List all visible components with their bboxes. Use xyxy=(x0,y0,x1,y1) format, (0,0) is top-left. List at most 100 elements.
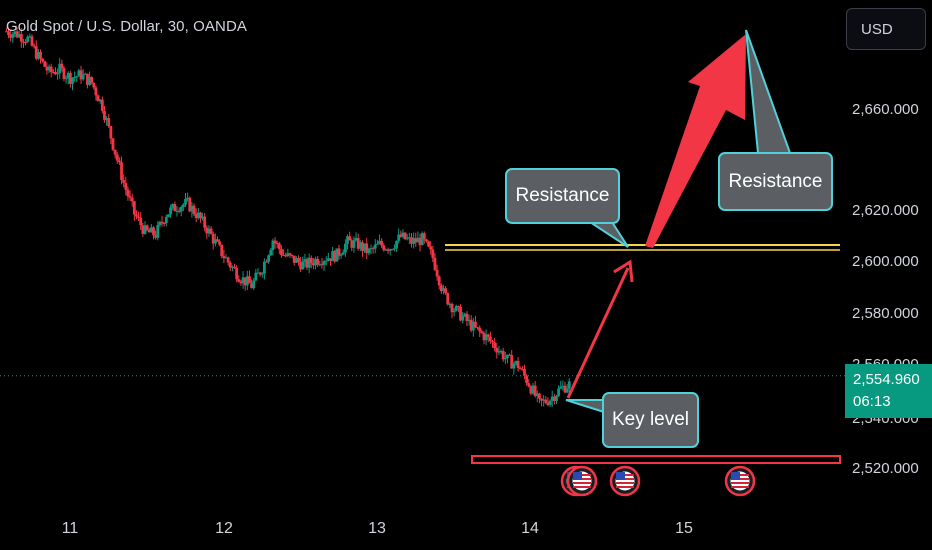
candle-body xyxy=(194,214,198,219)
flag-stripe xyxy=(616,482,634,484)
candle-body xyxy=(271,240,275,251)
candle-body xyxy=(60,63,64,69)
candle-body xyxy=(557,388,561,396)
candle-body xyxy=(13,31,17,34)
candle-body xyxy=(329,258,332,262)
candle-body xyxy=(486,334,490,337)
candle-body xyxy=(535,393,539,397)
candle-body xyxy=(495,347,499,353)
candle-body xyxy=(550,396,554,401)
candle-body xyxy=(431,249,435,258)
candle-body xyxy=(555,395,558,401)
y-axis-tick-label: 2,600.000 xyxy=(852,253,919,270)
resistance-callout-1[interactable]: Resistance xyxy=(505,168,620,224)
candle-body xyxy=(54,71,57,75)
candle-body xyxy=(192,205,196,215)
y-axis-tick-label: 2,580.000 xyxy=(852,305,919,322)
candle-body xyxy=(282,254,285,256)
candle-body xyxy=(331,251,335,262)
candle-body xyxy=(520,369,524,371)
y-axis-tick-label: 2,520.000 xyxy=(852,460,919,477)
candle-body xyxy=(386,249,390,251)
candle-body xyxy=(245,276,249,286)
candle-body xyxy=(233,266,236,269)
candle-body xyxy=(141,225,145,234)
candle-body xyxy=(454,306,458,311)
candle-body xyxy=(463,313,467,317)
candle-body xyxy=(523,369,526,376)
candle-body xyxy=(531,385,535,394)
candle-body xyxy=(277,243,281,250)
candle-body xyxy=(58,63,62,74)
candle-body xyxy=(305,259,309,268)
candle-body xyxy=(461,316,465,321)
candle-body xyxy=(228,262,232,268)
flag-stripe xyxy=(573,486,591,488)
flag-stripe xyxy=(731,486,749,488)
candle-body xyxy=(435,269,439,277)
candle-body xyxy=(378,240,381,244)
candle-body xyxy=(36,52,40,59)
candle-body xyxy=(375,243,379,245)
candle-body xyxy=(239,281,243,284)
candle-body xyxy=(92,82,96,88)
candle-body xyxy=(420,233,424,246)
candle-body xyxy=(518,368,522,370)
candle-body xyxy=(248,276,251,284)
candle-body xyxy=(88,76,91,85)
candle-body xyxy=(156,224,160,238)
candle-body xyxy=(341,252,345,255)
candle-body xyxy=(222,256,226,258)
flag-canton xyxy=(731,472,740,480)
candle-body xyxy=(476,327,479,329)
candle-body xyxy=(427,241,430,247)
candle-body xyxy=(337,248,341,256)
resistance-callout-2[interactable]: Resistance xyxy=(718,152,833,211)
candle-body xyxy=(188,197,192,212)
x-axis-tick-label: 13 xyxy=(368,520,386,537)
candle-body xyxy=(132,201,136,215)
candle-body xyxy=(437,276,441,286)
candle-body xyxy=(105,118,109,120)
candle-body xyxy=(301,261,305,270)
candle-body xyxy=(113,149,117,155)
candle-body xyxy=(250,283,253,289)
candle-body xyxy=(32,45,36,47)
candle-body xyxy=(43,61,47,67)
candle-body xyxy=(118,160,121,163)
candle-body xyxy=(9,35,13,38)
candle-body xyxy=(344,243,347,253)
candle-body xyxy=(19,34,23,42)
key-level-callout[interactable]: Key level xyxy=(602,392,699,448)
candle-body xyxy=(540,398,543,401)
candle-body xyxy=(348,236,352,241)
candle-body xyxy=(252,280,256,289)
candle-body xyxy=(220,244,224,257)
candle-body xyxy=(499,350,503,352)
projection-arrow xyxy=(566,267,630,399)
candle-body xyxy=(284,255,288,257)
candle-body xyxy=(335,248,339,262)
us-flag-event-icon xyxy=(724,465,756,497)
candle-body xyxy=(297,258,300,263)
currency-selector-button[interactable]: USD xyxy=(846,8,926,50)
chart-title: Gold Spot / U.S. Dollar, 30, OANDA xyxy=(6,18,247,35)
callout-pointer xyxy=(586,221,629,248)
candle-body xyxy=(196,212,200,219)
candle-body xyxy=(260,273,264,275)
candle-body xyxy=(11,33,15,38)
us-flag-event-icon xyxy=(566,465,598,497)
candle-body xyxy=(354,238,358,241)
candle-body xyxy=(446,293,450,305)
candle-body xyxy=(66,72,70,79)
candle-body xyxy=(318,264,322,266)
candle-body xyxy=(412,238,416,244)
candle-body xyxy=(452,310,456,313)
candle-body xyxy=(213,239,217,244)
candle-body xyxy=(56,73,59,75)
candle-body xyxy=(90,76,94,83)
candle-body xyxy=(382,245,386,251)
candle-body xyxy=(542,399,546,401)
